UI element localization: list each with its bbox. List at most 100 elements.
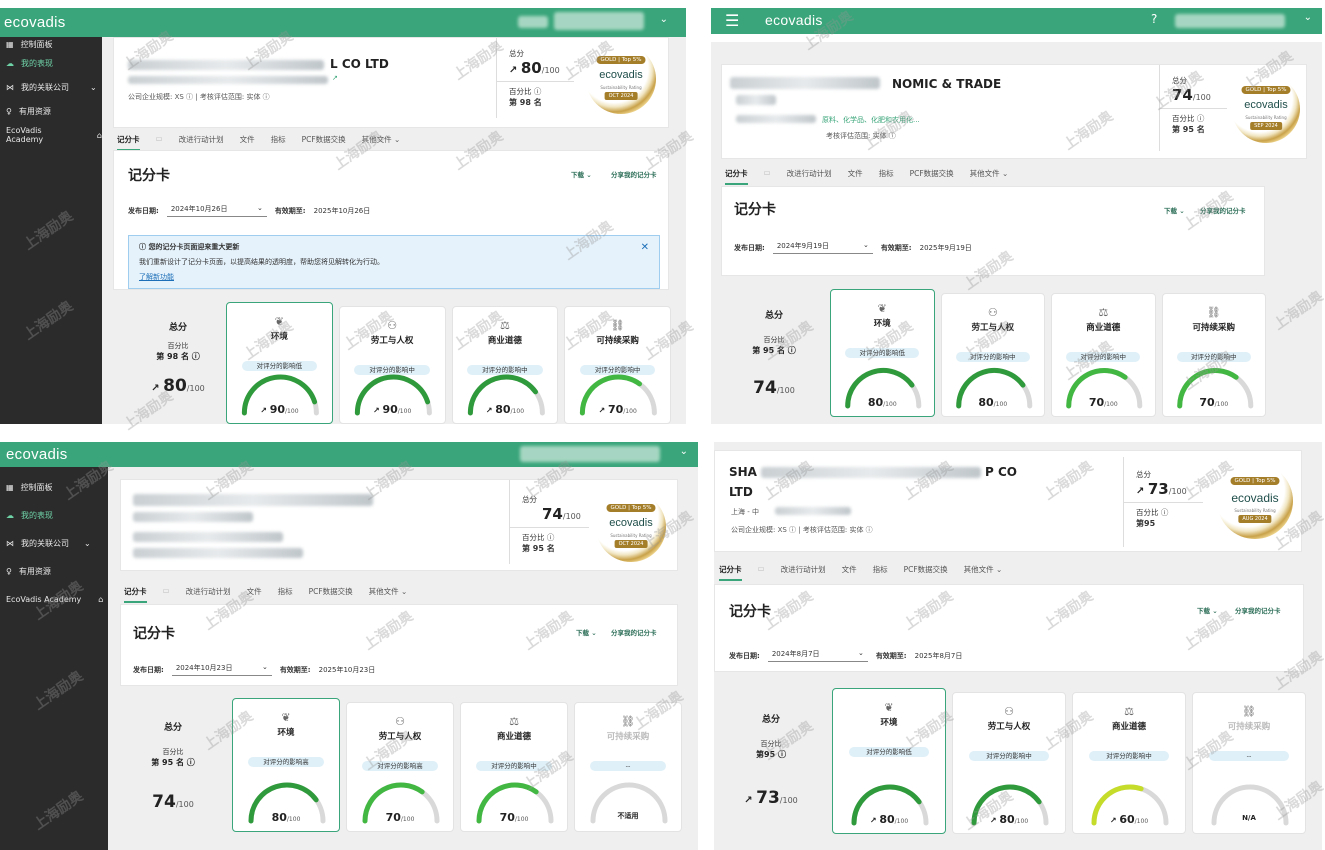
external-link-icon[interactable]: ↗ bbox=[332, 74, 338, 82]
ecovadis-logo[interactable]: ecovadis bbox=[6, 446, 68, 463]
top-bar: ecovadis ⌄ bbox=[0, 442, 698, 467]
theme-tile-1[interactable]: ❦ 环境 对评分的影响低 ↗ 90/100 bbox=[226, 302, 333, 424]
tab-pcf[interactable]: PCF数据交换 bbox=[301, 135, 346, 144]
theme-tile-1[interactable]: ❦ 环境 对评分的影响低 80/100 bbox=[830, 289, 935, 417]
help-icon[interactable]: ? bbox=[1151, 12, 1158, 26]
theme-tile-4[interactable]: ⛓ 可持续采购 -- N/A bbox=[1192, 692, 1306, 834]
sidebar-item-companies[interactable]: ⋈ 我的关联公司 ⌄ bbox=[6, 538, 91, 548]
sidebar-item-dashboard[interactable]: ▦ 控制面板 bbox=[6, 39, 53, 49]
tab-action-plan[interactable]: 改进行动计划 bbox=[780, 565, 826, 574]
theme-score: 80/100 bbox=[867, 396, 897, 409]
sidebar-item-resources[interactable]: ♀ 有用资源 bbox=[6, 106, 51, 116]
theme-name: 商业道德 bbox=[1111, 722, 1146, 732]
ecovadis-logo[interactable]: ecovadis bbox=[4, 14, 66, 31]
company-name-suffix: P CO bbox=[985, 465, 1017, 479]
tab-scorecard[interactable]: 记分卡 bbox=[124, 586, 147, 603]
tab-other-files[interactable]: 其他文件 ⌄ bbox=[963, 565, 1003, 574]
share-scorecard-link[interactable]: 分享我的记分卡 bbox=[611, 171, 657, 179]
download-button[interactable]: 下载 ⌄ bbox=[571, 171, 592, 179]
tab-indicators[interactable]: 指标 bbox=[277, 587, 293, 596]
tab-other-files[interactable]: 其他文件 ⌄ bbox=[368, 587, 408, 596]
theme-name: 环境 bbox=[270, 332, 288, 342]
tab-documents[interactable]: 文件 bbox=[239, 135, 255, 144]
sidebar-item-dashboard[interactable]: ▦ 控制面板 bbox=[6, 482, 53, 492]
theme-tile-3[interactable]: ⚖ 商业道德 对评分的影响中 70/100 bbox=[460, 702, 568, 832]
sidebar-item-my-performance[interactable]: ☁ 我的表现 bbox=[6, 510, 53, 520]
learn-more-link[interactable]: 了解新功能 bbox=[139, 273, 174, 281]
sidebar-item-companies[interactable]: ⋈ 我的关联公司 ⌄ bbox=[6, 82, 97, 92]
theme-score: ↗ 90/100 bbox=[372, 403, 412, 416]
tab-indicators[interactable]: 指标 bbox=[872, 565, 888, 574]
theme-tile-2[interactable]: ⚇ 劳工与人权 对评分的影响中 ↗ 90/100 bbox=[338, 306, 446, 424]
theme-name: 环境 bbox=[880, 718, 898, 728]
download-button[interactable]: 下载 ⌄ bbox=[576, 629, 597, 637]
tab-scorecard[interactable]: 记分卡 bbox=[117, 134, 140, 151]
theme-tile-3[interactable]: ⚖ 商业道德 对评分的影响中 70/100 bbox=[1051, 293, 1156, 417]
theme-tile-2[interactable]: ⚇ 劳工与人权 对评分的影响中 80/100 bbox=[940, 293, 1045, 417]
share-scorecard-link[interactable]: 分享我的记分卡 bbox=[1200, 207, 1246, 215]
redacted-industry bbox=[736, 115, 816, 123]
download-button[interactable]: 下载 ⌄ bbox=[1197, 607, 1218, 615]
theme-tile-2[interactable]: ⚇ 劳工与人权 对评分的影响中 ↗ 80/100 bbox=[952, 692, 1066, 834]
sidebar-item-academy[interactable]: EcoVadis Academy ⌂ bbox=[6, 594, 104, 604]
tab-action-plan[interactable]: 改进行动计划 bbox=[786, 169, 832, 178]
tab-action-plan[interactable]: 改进行动计划 bbox=[185, 587, 231, 596]
theme-tile-4[interactable]: ⛓ 可持续采购 对评分的影响中 ↗ 70/100 bbox=[564, 306, 671, 424]
tab-documents[interactable]: 文件 bbox=[841, 565, 857, 574]
share-scorecard-link[interactable]: 分享我的记分卡 bbox=[1235, 607, 1281, 615]
hamburger-menu-icon[interactable]: ☰ bbox=[725, 11, 740, 30]
tab-pcf[interactable]: PCF数据交换 bbox=[909, 169, 954, 178]
expiry-date: 2025年10月26日 bbox=[313, 206, 371, 215]
tab-indicators[interactable]: 指标 bbox=[878, 169, 894, 178]
theme-tile-2[interactable]: ⚇ 劳工与人权 对评分的影响高 70/100 bbox=[346, 702, 454, 832]
redacted-meta bbox=[133, 532, 283, 542]
ecovadis-gold-medal: GOLD | Top 5% ecovadis Sustainability Ra… bbox=[1232, 75, 1300, 143]
sidebar-item-my-performance[interactable]: ☁ 我的表现 bbox=[6, 58, 53, 68]
tab-scorecard[interactable]: 记分卡 bbox=[719, 564, 742, 581]
share-scorecard-link[interactable]: 分享我的记分卡 bbox=[611, 629, 657, 637]
chevron-down-icon[interactable]: ⌄ bbox=[679, 446, 688, 457]
chevron-down-icon[interactable]: ⌄ bbox=[659, 14, 668, 25]
theme-tile-1[interactable]: ❦ 环境 对评分的影响低 ↗ 80/100 bbox=[832, 688, 946, 834]
tab-indicators[interactable]: 指标 bbox=[270, 135, 286, 144]
theme-tile-4[interactable]: ⛓ 可持续采购 -- 不适用 bbox=[574, 702, 682, 832]
tab-documents[interactable]: 文件 bbox=[246, 587, 262, 596]
tab-action-plan[interactable]: 改进行动计划 bbox=[178, 135, 224, 144]
theme-tile-4[interactable]: ⛓ 可持续采购 对评分的影响中 70/100 bbox=[1161, 293, 1266, 417]
tab-other-files[interactable]: 其他文件 ⌄ bbox=[969, 169, 1009, 178]
theme-tile-3[interactable]: ⚖ 商业道德 对评分的影响中 ↗ 80/100 bbox=[451, 306, 559, 424]
tab-other-files[interactable]: 其他文件 ⌄ bbox=[361, 135, 401, 144]
theme-tile-3[interactable]: ⚖ 商业道德 对评分的影响中 ↗ 60/100 bbox=[1072, 692, 1186, 834]
gauge-track bbox=[1211, 784, 1289, 826]
tab-pcf[interactable]: PCF数据交换 bbox=[308, 587, 353, 596]
tab-scorecard[interactable]: 记分卡 bbox=[725, 168, 748, 185]
theme-tile-1[interactable]: ❦ 环境 对评分的影响高 80/100 bbox=[232, 698, 340, 832]
tab-pcf[interactable]: PCF数据交换 bbox=[903, 565, 948, 574]
publish-date-select[interactable]: 2024年10月26日 ⌄ bbox=[166, 204, 267, 217]
date-row: 发布日期: 2024年9月19日 ⌄ 有效期至: 2025年9月19日 bbox=[734, 241, 972, 254]
leaf-icon: ❦ bbox=[877, 302, 887, 315]
download-button[interactable]: 下载 ⌄ bbox=[1164, 207, 1185, 215]
publish-date-select[interactable]: 2024年10月23日 ⌄ bbox=[171, 663, 272, 676]
tab-documents[interactable]: 文件 bbox=[847, 169, 863, 178]
gauge-fill bbox=[851, 784, 922, 826]
impact-pill: 对评分的影响高 bbox=[361, 761, 439, 771]
ecovadis-logo[interactable]: ecovadis bbox=[765, 12, 823, 28]
redacted-user bbox=[554, 12, 644, 30]
sidebar-item-resources[interactable]: ♀ 有用资源 bbox=[6, 566, 51, 576]
sidebar-item-academy[interactable]: EcoVadis Academy ⌂ bbox=[6, 126, 102, 144]
company-name-line2: LTD bbox=[729, 485, 753, 499]
chevron-down-icon[interactable]: ⌄ bbox=[1303, 12, 1312, 23]
lock-icon: ▭ bbox=[763, 168, 771, 177]
sidebar: ▦ 控制面板 ☁ 我的表现 ⋈ 我的关联公司 ⌄ ♀ 有用资源 EcoVadis Acad… bbox=[0, 467, 108, 850]
score-gauge bbox=[1211, 784, 1289, 826]
publish-date-select[interactable]: 2024年8月7日 ⌄ bbox=[767, 649, 868, 662]
company-meta: 公司企业规模: XS ⓘ | 考核评估范围: 实体 ⓘ bbox=[128, 93, 270, 101]
company-header-card: NOMIC & TRADE 原料、化学品、化肥和农用化... 考核评估范围: 实… bbox=[721, 64, 1307, 159]
scorecard-card: 记分卡 下载 ⌄ 分享我的记分卡 发布日期: 2024年8月7日 ⌄ 有效期至: … bbox=[714, 584, 1304, 672]
close-icon[interactable]: ✕ bbox=[640, 242, 649, 253]
redacted-meta bbox=[133, 548, 303, 558]
theme-score: 80/100 bbox=[978, 396, 1008, 409]
scales-icon: ⚖ bbox=[499, 319, 510, 332]
publish-date-select[interactable]: 2024年9月19日 ⌄ bbox=[772, 241, 873, 254]
